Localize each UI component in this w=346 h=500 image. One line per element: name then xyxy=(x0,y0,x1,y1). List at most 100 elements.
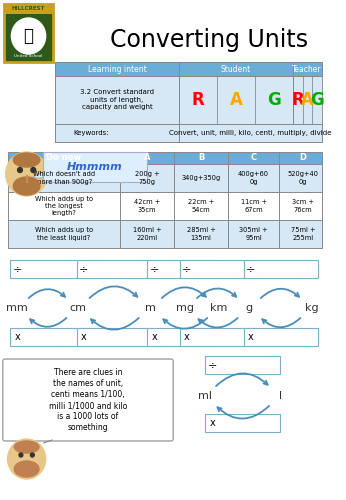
FancyArrowPatch shape xyxy=(262,318,300,328)
Text: 🌲: 🌲 xyxy=(24,27,34,45)
Text: G: G xyxy=(267,91,281,109)
Bar xyxy=(147,260,222,278)
Text: km: km xyxy=(210,303,227,313)
Circle shape xyxy=(19,453,23,457)
Bar xyxy=(10,260,85,278)
Circle shape xyxy=(30,453,34,457)
Text: G: G xyxy=(310,91,324,109)
Bar xyxy=(55,62,321,142)
Text: 400g+60
0g: 400g+60 0g xyxy=(238,171,269,184)
Text: x: x xyxy=(151,332,157,342)
Bar xyxy=(179,76,217,124)
Text: 520g+40
0g: 520g+40 0g xyxy=(288,171,318,184)
Bar xyxy=(206,414,280,432)
Bar xyxy=(244,328,318,346)
Text: Which adds up to
the longest
length?: Which adds up to the longest length? xyxy=(35,196,93,216)
Text: x: x xyxy=(81,332,86,342)
Bar xyxy=(180,260,254,278)
Text: x: x xyxy=(209,418,215,428)
Bar xyxy=(180,328,254,346)
Bar xyxy=(5,361,171,439)
Text: 22cm +
54cm: 22cm + 54cm xyxy=(188,199,214,213)
Text: Convert, unit, milli, kilo, centi, multiply, divide: Convert, unit, milli, kilo, centi, multi… xyxy=(169,130,331,136)
Text: ml: ml xyxy=(198,391,211,401)
Polygon shape xyxy=(31,172,43,178)
Bar xyxy=(8,164,321,192)
Text: B: B xyxy=(198,154,204,162)
Text: A: A xyxy=(301,91,314,109)
Text: 42cm +
35cm: 42cm + 35cm xyxy=(134,199,160,213)
FancyArrowPatch shape xyxy=(197,288,236,298)
Text: There are clues in
the names of unit,
centi means 1/100,
milli 1/1000 and kilo
i: There are clues in the names of unit, ce… xyxy=(49,368,127,432)
Text: mg: mg xyxy=(176,303,194,313)
FancyArrowPatch shape xyxy=(162,288,206,298)
Ellipse shape xyxy=(13,153,40,167)
FancyArrowPatch shape xyxy=(30,318,66,327)
Circle shape xyxy=(6,152,47,196)
Text: Which adds up to
the least liquid?: Which adds up to the least liquid? xyxy=(35,227,93,241)
FancyArrowPatch shape xyxy=(199,318,238,328)
Bar xyxy=(206,356,280,374)
Bar xyxy=(8,220,321,248)
FancyArrowPatch shape xyxy=(163,318,207,328)
Text: D: D xyxy=(300,154,307,162)
Text: R: R xyxy=(191,91,204,109)
Text: g: g xyxy=(246,303,253,313)
Text: 200g +
750g: 200g + 750g xyxy=(135,171,159,184)
Text: ÷: ÷ xyxy=(79,264,88,274)
FancyArrowPatch shape xyxy=(216,374,268,386)
FancyBboxPatch shape xyxy=(3,359,173,441)
Circle shape xyxy=(31,168,36,172)
Text: 285ml +
135ml: 285ml + 135ml xyxy=(187,227,216,241)
Circle shape xyxy=(8,439,46,479)
Text: 305ml +
95ml: 305ml + 95ml xyxy=(239,227,268,241)
Bar xyxy=(55,62,321,76)
Text: 160ml +
220ml: 160ml + 220ml xyxy=(133,227,161,241)
FancyArrowPatch shape xyxy=(29,289,65,298)
Text: Keywords:: Keywords: xyxy=(73,130,109,136)
Bar xyxy=(302,76,312,124)
FancyArrowPatch shape xyxy=(218,406,269,418)
Text: x: x xyxy=(184,332,190,342)
Text: Learning intent: Learning intent xyxy=(88,64,146,74)
Text: R: R xyxy=(291,91,304,109)
Text: l: l xyxy=(279,391,282,401)
Text: A: A xyxy=(144,154,150,162)
Text: Which doesn't add
more than 900g?: Which doesn't add more than 900g? xyxy=(33,171,95,184)
Text: United School: United School xyxy=(14,54,43,58)
Text: 3.2 Convert standard
units of length,
capacity and weight: 3.2 Convert standard units of length, ca… xyxy=(80,90,154,110)
Text: Do now: Do now xyxy=(46,154,81,162)
Bar xyxy=(77,328,151,346)
Bar xyxy=(8,192,321,220)
Text: ÷: ÷ xyxy=(208,360,217,370)
Text: 11cm +
67cm: 11cm + 67cm xyxy=(240,199,266,213)
Text: mm: mm xyxy=(6,303,28,313)
Ellipse shape xyxy=(14,441,39,453)
Text: kg: kg xyxy=(305,303,319,313)
Ellipse shape xyxy=(14,461,39,477)
Bar xyxy=(293,76,302,124)
Circle shape xyxy=(11,18,46,54)
Text: ÷: ÷ xyxy=(12,264,22,274)
Bar xyxy=(55,76,179,124)
Bar xyxy=(120,152,321,164)
Bar xyxy=(43,152,147,182)
Bar xyxy=(312,76,321,124)
Text: 75ml +
255ml: 75ml + 255ml xyxy=(291,227,315,241)
Text: cm: cm xyxy=(70,303,86,313)
Bar xyxy=(55,124,321,142)
Text: 340g+350g: 340g+350g xyxy=(182,175,221,181)
Text: ÷: ÷ xyxy=(149,264,159,274)
Text: ÷: ÷ xyxy=(246,264,255,274)
Text: Student: Student xyxy=(221,64,251,74)
Bar xyxy=(10,328,85,346)
Text: 3cm +
76cm: 3cm + 76cm xyxy=(292,199,314,213)
Bar xyxy=(244,260,318,278)
Circle shape xyxy=(18,168,22,172)
FancyArrowPatch shape xyxy=(261,288,299,298)
Bar xyxy=(217,76,255,124)
Text: x: x xyxy=(247,332,253,342)
Text: HILLCREST: HILLCREST xyxy=(12,6,45,12)
Ellipse shape xyxy=(13,177,40,195)
Bar xyxy=(147,328,222,346)
